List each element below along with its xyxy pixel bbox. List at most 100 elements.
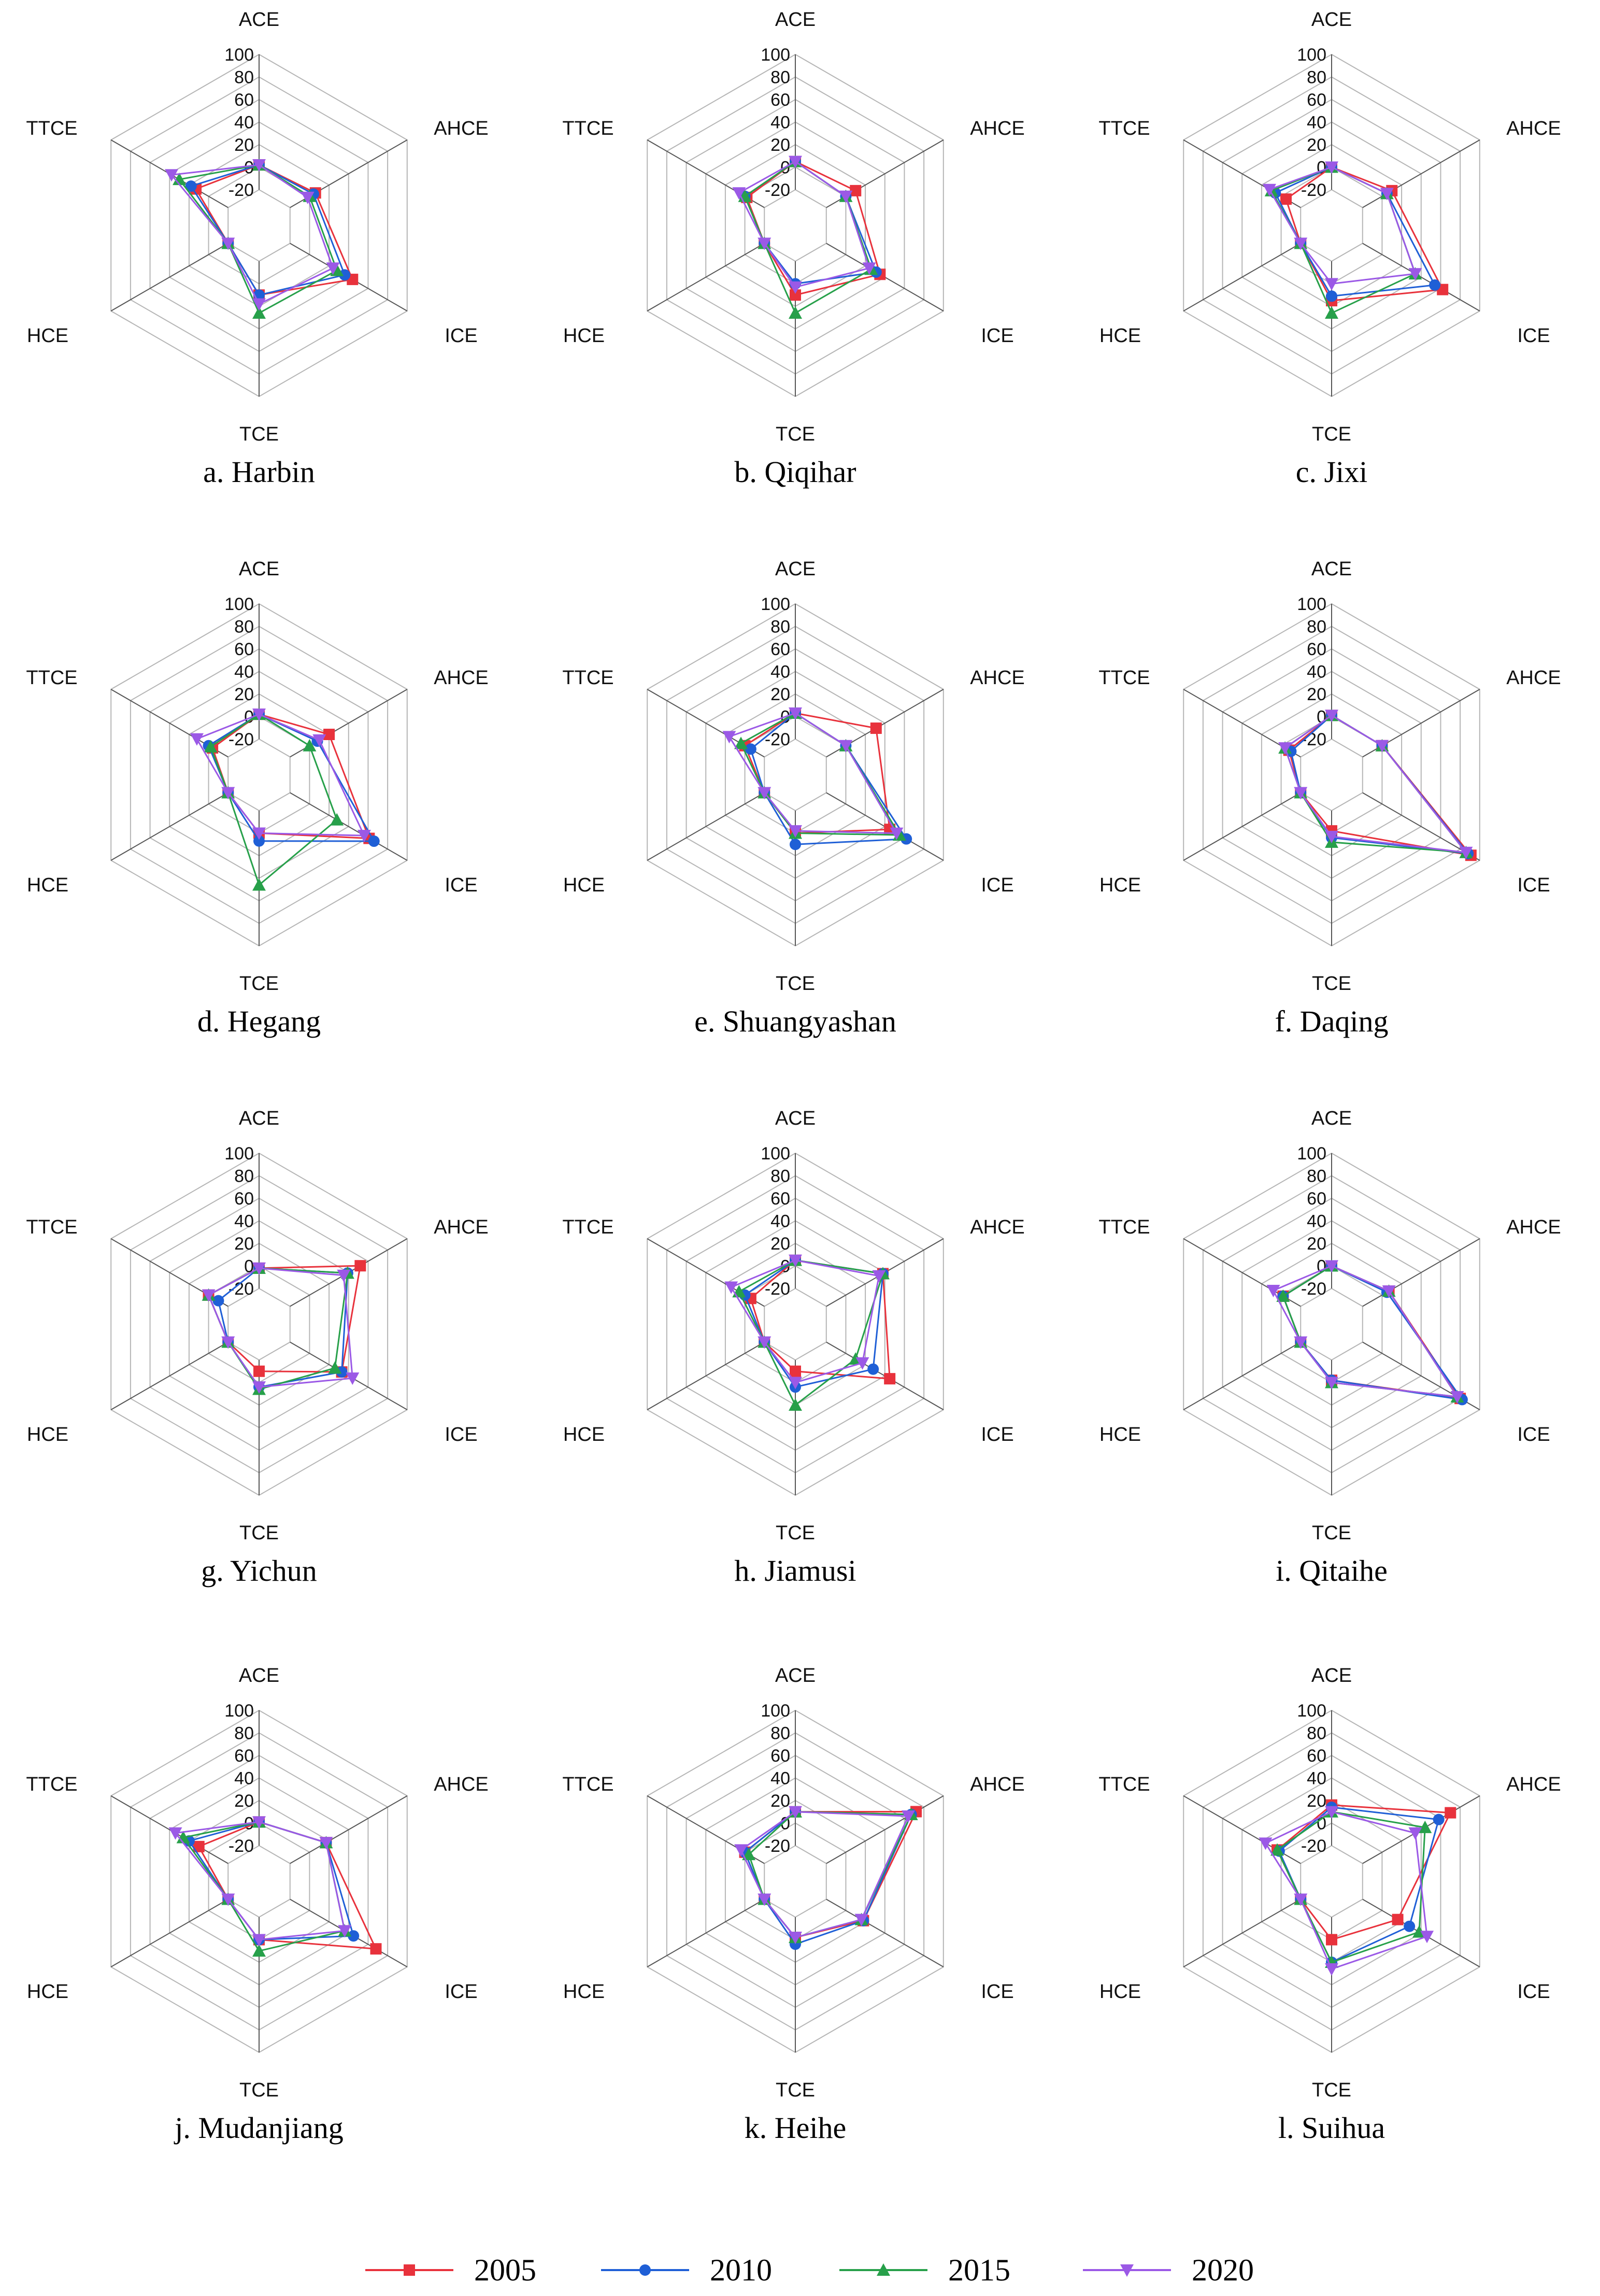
axis-label-ahce: AHCE: [970, 118, 1025, 139]
chart-caption-b: b. Qiqihar: [734, 455, 856, 489]
axis-label-tce: TCE: [239, 973, 279, 995]
axis-label-ttce: TTCE: [26, 1774, 77, 1795]
chart-caption-d: d. Hegang: [197, 1004, 321, 1038]
axis-label-tce: TCE: [239, 423, 279, 445]
axis-label-ice: ICE: [981, 874, 1013, 896]
point-2015-tce: [1325, 306, 1338, 319]
axis-label-hce: HCE: [1099, 325, 1141, 347]
r-tick-label: 100: [1297, 1144, 1326, 1164]
point-2020-tce: [1325, 278, 1338, 291]
point-2020-ice: [326, 262, 340, 275]
chart-caption-a: a. Harbin: [203, 455, 315, 489]
point-2010-ice: [368, 835, 380, 847]
point-2020-hce: [1294, 237, 1308, 250]
point-2020-ahce: [319, 1837, 333, 1850]
r-tick-label: -20: [765, 730, 790, 749]
point-2010-ice: [1429, 279, 1441, 291]
axis-label-ice: ICE: [445, 325, 477, 347]
grid-ring: [227, 738, 291, 812]
r-tick-label: 40: [1307, 662, 1326, 682]
series-line-2005: [197, 1821, 377, 1950]
point-2020-ice: [854, 1914, 868, 1926]
grid-ring: [227, 1287, 291, 1361]
point-2020-ttce: [164, 169, 178, 182]
axis-spoke: [1183, 792, 1301, 861]
axis-label-ttce: TTCE: [562, 1774, 613, 1795]
point-2020-ice: [890, 827, 904, 840]
point-2020-ahce: [872, 1270, 886, 1283]
r-tick-label: -20: [1301, 180, 1326, 200]
point-2005-ttce: [1280, 193, 1292, 205]
point-2020-ice: [357, 830, 371, 843]
axis-label-ahce: AHCE: [434, 118, 489, 139]
r-tick-label: 60: [1307, 90, 1326, 110]
r-tick-label: 40: [1307, 1769, 1326, 1789]
point-2015-ttce: [1270, 1843, 1284, 1856]
point-2020-ahce: [1380, 188, 1394, 201]
point-2015-ahce: [303, 739, 317, 752]
axis-label-ice: ICE: [445, 1424, 477, 1445]
r-tick-label: 100: [1297, 45, 1326, 65]
axis-label-ahce: AHCE: [434, 1774, 489, 1795]
axis-label-tce: TCE: [1312, 1522, 1351, 1544]
r-tick-label: 80: [234, 1724, 254, 1744]
axis-label-hce: HCE: [563, 1981, 605, 2003]
grid-ring: [764, 1287, 827, 1361]
series-line-2015: [748, 1811, 912, 1938]
point-2020-tce: [1325, 831, 1338, 844]
axis-label-ttce: TTCE: [26, 118, 77, 139]
grid-ring: [764, 738, 827, 812]
point-2020-hce: [1294, 1893, 1308, 1906]
axis-label-ace: ACE: [1311, 558, 1352, 580]
point-2020-hce: [221, 787, 235, 800]
axis-label-ice: ICE: [981, 1424, 1013, 1445]
axis-spoke: [1362, 792, 1480, 861]
r-tick-label: 100: [761, 45, 790, 65]
axis-spoke: [647, 1898, 765, 1967]
point-2005-ahce: [870, 722, 882, 734]
point-2005-tce: [790, 289, 801, 301]
axis-label-hce: HCE: [563, 325, 605, 347]
r-tick-label: 60: [1307, 1189, 1326, 1209]
axis-label-ace: ACE: [239, 9, 279, 31]
point-2015-ttce: [1276, 1289, 1290, 1302]
axis-label-ttce: TTCE: [1098, 1774, 1150, 1795]
r-tick-label: 40: [770, 1769, 790, 1789]
r-tick-label: 60: [770, 90, 790, 110]
axis-label-hce: HCE: [27, 1424, 68, 1445]
chart-caption-g: g. Yichun: [201, 1554, 317, 1588]
r-tick-label: 80: [770, 1167, 790, 1186]
point-2020-ttce: [1266, 1285, 1280, 1298]
r-tick-label: 100: [224, 1701, 254, 1721]
r-tick-label: 20: [234, 135, 254, 155]
point-2020-ttce: [724, 1281, 738, 1294]
point-2020-ttce: [1262, 183, 1276, 196]
point-2020-ahce: [1375, 740, 1389, 753]
axis-spoke: [110, 1795, 228, 1864]
r-tick-label: 100: [224, 1144, 254, 1164]
axis-label-ace: ACE: [1311, 1108, 1352, 1129]
r-tick-label: 100: [761, 594, 790, 614]
r-tick-label: 20: [1307, 135, 1326, 155]
axis-label-ice: ICE: [981, 325, 1013, 347]
point-2020-ttce: [190, 733, 204, 746]
axis-label-ahce: AHCE: [970, 1774, 1025, 1795]
point-2015-tce: [789, 306, 802, 319]
axis-label-hce: HCE: [27, 325, 68, 347]
point-2020-tce: [252, 827, 266, 840]
r-tick-label: 80: [234, 68, 254, 88]
series-line-2005: [744, 1810, 918, 1938]
point-2020-ahce: [301, 191, 315, 204]
series-line-2020: [1264, 1811, 1428, 1970]
axis-label-ace: ACE: [239, 558, 279, 580]
chart-caption-j: j. Mudanjiang: [174, 2111, 343, 2145]
r-tick-label: -20: [228, 1836, 254, 1856]
grid-ring: [764, 1845, 827, 1918]
axis-label-ice: ICE: [1517, 325, 1550, 347]
point-2020-ace: [252, 1816, 266, 1829]
